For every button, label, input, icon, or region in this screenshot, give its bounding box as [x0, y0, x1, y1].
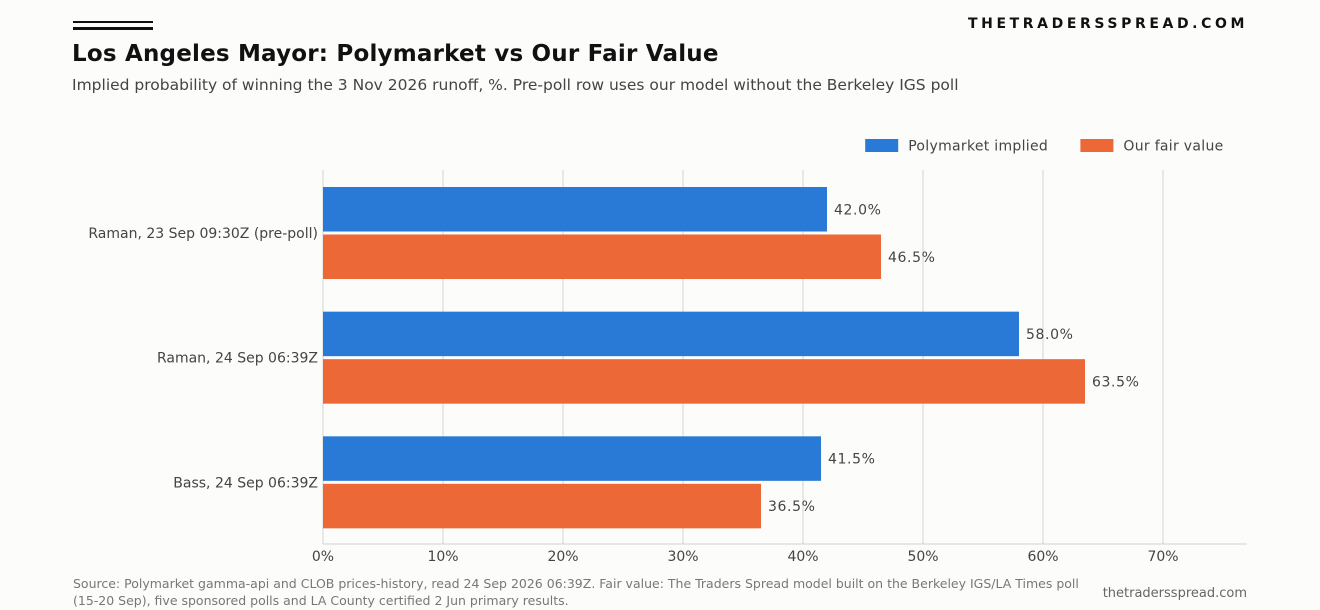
- bar: [323, 311, 1019, 357]
- x-tick-label: 20%: [547, 549, 578, 565]
- x-tick-label: 30%: [667, 549, 698, 565]
- data-label: 58.0%: [1026, 327, 1073, 343]
- bar: [323, 436, 821, 481]
- bar: [323, 483, 761, 529]
- x-tick-label: 0%: [312, 549, 334, 565]
- brand-name: THETRADERSSPREAD.COM: [968, 16, 1248, 32]
- chart-title: Los Angeles Mayor: Polymarket vs Our Fai…: [72, 41, 719, 67]
- data-label: 41.5%: [828, 452, 875, 468]
- header-rule-thick: [73, 27, 153, 30]
- data-label: 63.5%: [1092, 374, 1139, 390]
- y-category-label: Raman, 24 Sep 06:39Z: [157, 351, 318, 367]
- x-tick-label: 70%: [1147, 549, 1178, 565]
- bar: [323, 234, 881, 279]
- y-category-label: Bass, 24 Sep 06:39Z: [173, 475, 318, 491]
- bar: [323, 187, 827, 232]
- chart-subtitle: Implied probability of winning the 3 Nov…: [72, 76, 959, 94]
- legend-label: Our fair value: [1123, 139, 1223, 155]
- legend-swatch: [1080, 139, 1114, 152]
- y-category-label: Raman, 23 Sep 09:30Z (pre-poll): [88, 226, 318, 242]
- source-note: Source: Polymarket gamma-api and CLOB pr…: [73, 576, 1079, 608]
- header-rule: [73, 21, 153, 23]
- site-url: thetradersspread.com: [1102, 586, 1247, 601]
- bar: [323, 359, 1085, 404]
- x-tick-label: 40%: [787, 549, 818, 565]
- data-label: 42.0%: [834, 202, 881, 218]
- x-tick-label: 60%: [1027, 549, 1058, 565]
- data-label: 46.5%: [888, 250, 935, 266]
- data-label: 36.5%: [768, 499, 815, 515]
- x-tick-label: 50%: [907, 549, 938, 565]
- legend-swatch: [865, 139, 899, 152]
- x-tick-label: 10%: [427, 549, 458, 565]
- legend-label: Polymarket implied: [908, 139, 1048, 155]
